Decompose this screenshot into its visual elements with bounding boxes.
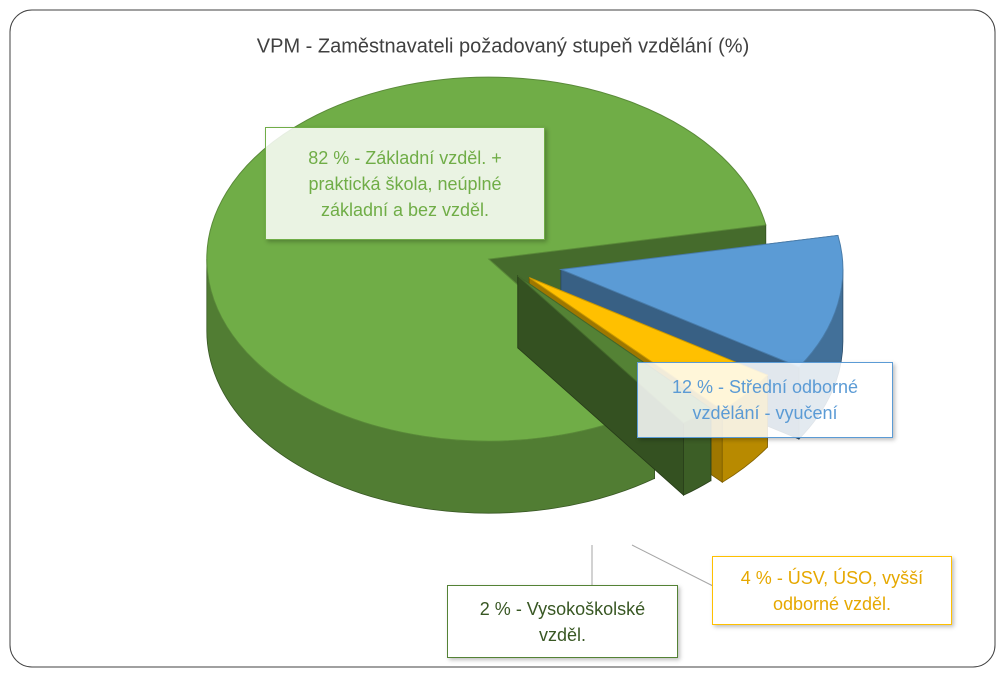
leader-line	[631, 544, 714, 587]
data-label: 12 % - Střední odborné vzdělání - vyučen…	[637, 362, 893, 438]
pie-slice	[558, 234, 844, 368]
data-label: 82 % - Základní vzděl. + praktická škola…	[265, 127, 545, 240]
chart-title: VPM - Zaměstnavateli požadovaný stupeň v…	[257, 35, 749, 57]
data-label: 4 % - ÚSV, ÚSO, vyšší odborné vzděl.	[712, 556, 952, 625]
data-label: 2 % - Vysokoškolské vzděl.	[447, 585, 678, 658]
